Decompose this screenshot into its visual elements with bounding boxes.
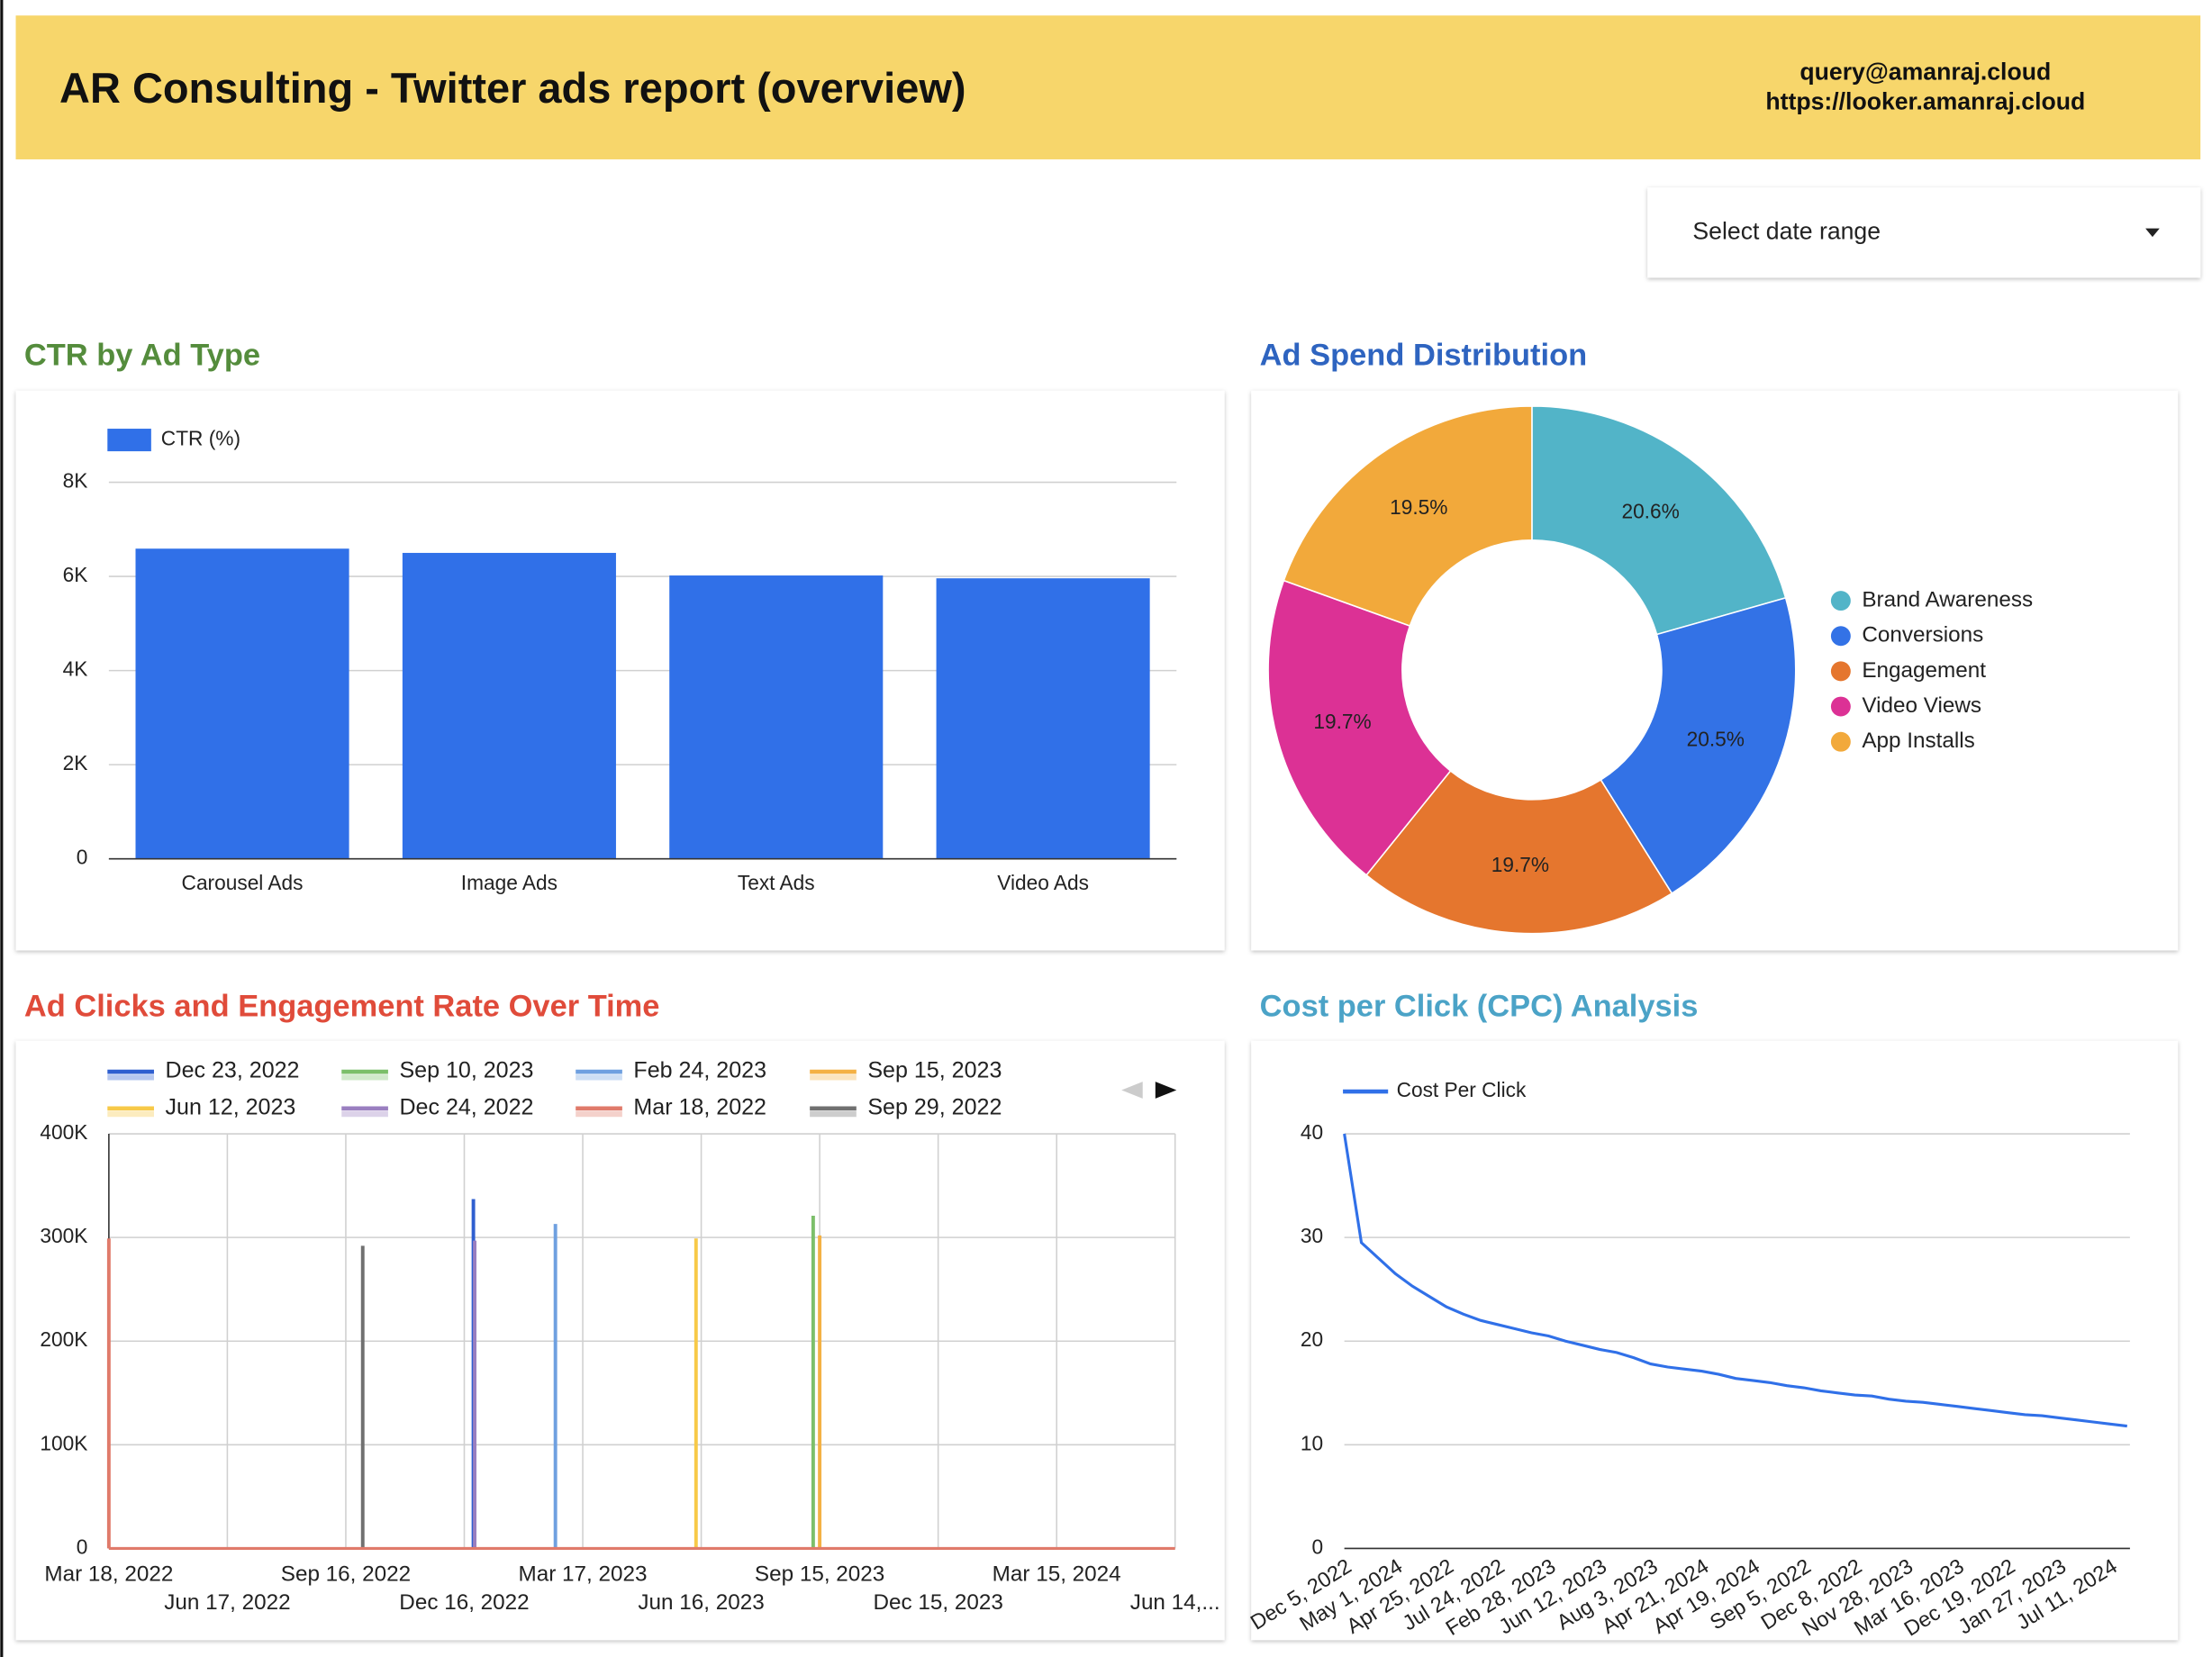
date-range-control[interactable]: Select date range xyxy=(1647,187,2201,278)
legend-prev[interactable] xyxy=(1121,1082,1143,1099)
legend-label: Sep 15, 2023 xyxy=(867,1058,1002,1083)
x-tick-label: Mar 18, 2022 xyxy=(44,1562,173,1587)
pie-slice xyxy=(1365,769,1673,935)
slice-label: 19.7% xyxy=(1491,853,1549,876)
x-tick-label: Mar 15, 2024 xyxy=(993,1562,1121,1587)
line-series xyxy=(1343,1133,2127,1428)
y-tick-label: 6K xyxy=(63,563,88,586)
left-edge xyxy=(0,0,4,1657)
panel-title: Ad Spend Distribution xyxy=(1260,338,1587,372)
slice-label: 19.7% xyxy=(1313,710,1371,733)
legend-swatch xyxy=(1830,731,1851,752)
y-tick-label: 40 xyxy=(1301,1120,1323,1144)
y-tick-label: 10 xyxy=(1301,1431,1323,1454)
x-tick-label: Image Ads xyxy=(461,871,558,894)
y-tick-label: 2K xyxy=(63,751,88,774)
bar xyxy=(936,578,1150,859)
y-tick-label: 4K xyxy=(63,657,88,681)
bar xyxy=(669,575,884,859)
legend-label: App Installs xyxy=(1862,729,1974,753)
x-tick-label: Text Ads xyxy=(738,871,815,894)
legend-label: Feb 24, 2023 xyxy=(633,1058,766,1083)
y-tick-label: 0 xyxy=(77,1535,88,1558)
header-bar xyxy=(15,15,2201,159)
y-tick-label: 0 xyxy=(77,846,88,869)
date-range-box[interactable] xyxy=(1647,187,2201,278)
x-tick-label: Sep 15, 2023 xyxy=(755,1562,884,1587)
pie-slice xyxy=(1531,405,1787,636)
legend-label: Dec 24, 2022 xyxy=(399,1094,533,1119)
x-tick-label: Carousel Ads xyxy=(182,871,304,894)
x-tick-label: Jun 14,... xyxy=(1130,1590,1220,1615)
slice-label: 20.6% xyxy=(1621,500,1679,523)
x-tick-label: Jun 17, 2022 xyxy=(164,1590,290,1615)
y-tick-label: 30 xyxy=(1301,1224,1323,1247)
legend-label: Dec 23, 2022 xyxy=(166,1058,300,1083)
legend-swatch xyxy=(1830,626,1851,647)
panel-title: Ad Clicks and Engagement Rate Over Time xyxy=(24,990,660,1024)
x-tick-label: Dec 16, 2022 xyxy=(399,1590,529,1615)
legend-label: Cost Per Click xyxy=(1397,1078,1527,1101)
legend-swatch xyxy=(1830,591,1851,611)
legend-label: CTR (%) xyxy=(161,427,240,450)
pie-slice xyxy=(1600,596,1797,895)
x-tick-label: Sep 16, 2022 xyxy=(281,1562,411,1587)
report-title: AR Consulting - Twitter ads report (over… xyxy=(59,64,965,112)
x-tick-label: Mar 17, 2023 xyxy=(519,1562,648,1587)
legend-swatch xyxy=(1830,696,1851,717)
panel-title: Cost per Click (CPC) Analysis xyxy=(1260,990,1699,1024)
y-tick-label: 300K xyxy=(40,1224,87,1247)
slice-label: 19.5% xyxy=(1390,495,1447,519)
x-tick-label: Dec 15, 2023 xyxy=(873,1590,1002,1615)
bar xyxy=(402,552,616,859)
x-tick-label: Video Ads xyxy=(997,871,1089,894)
legend-label: Video Views xyxy=(1862,693,1981,718)
pie-slice xyxy=(1267,579,1452,876)
legend-label: Sep 10, 2023 xyxy=(399,1058,533,1083)
y-tick-label: 20 xyxy=(1301,1327,1323,1351)
legend-label: Mar 18, 2022 xyxy=(633,1094,766,1119)
y-tick-label: 100K xyxy=(40,1431,87,1454)
y-tick-label: 0 xyxy=(1312,1535,1324,1558)
x-tick-label: Jun 16, 2023 xyxy=(638,1590,764,1615)
y-tick-label: 8K xyxy=(63,469,88,493)
slice-label: 20.5% xyxy=(1687,727,1745,750)
panel-title: CTR by Ad Type xyxy=(24,338,260,372)
dropdown-arrow[interactable] xyxy=(2145,228,2160,238)
y-tick-label: 400K xyxy=(40,1120,87,1144)
legend-label: Engagement xyxy=(1862,658,1986,683)
y-tick-label: 200K xyxy=(40,1327,87,1351)
legend-label: Conversions xyxy=(1862,623,1983,647)
contact-email: query@amanraj.cloud xyxy=(1800,58,2051,85)
legend-swatch xyxy=(1830,661,1851,682)
legend-label: Jun 12, 2023 xyxy=(166,1094,296,1119)
legend-label: Brand Awareness xyxy=(1862,588,2033,612)
legend-swatch xyxy=(107,429,151,452)
contact-url[interactable]: https://looker.amanraj.cloud xyxy=(1765,87,2085,114)
legend-label: Sep 29, 2022 xyxy=(867,1094,1002,1119)
legend-next[interactable] xyxy=(1155,1082,1177,1099)
date-range-label[interactable]: Select date range xyxy=(1692,217,1881,244)
bar xyxy=(135,548,349,859)
pie-slice xyxy=(1283,405,1533,628)
